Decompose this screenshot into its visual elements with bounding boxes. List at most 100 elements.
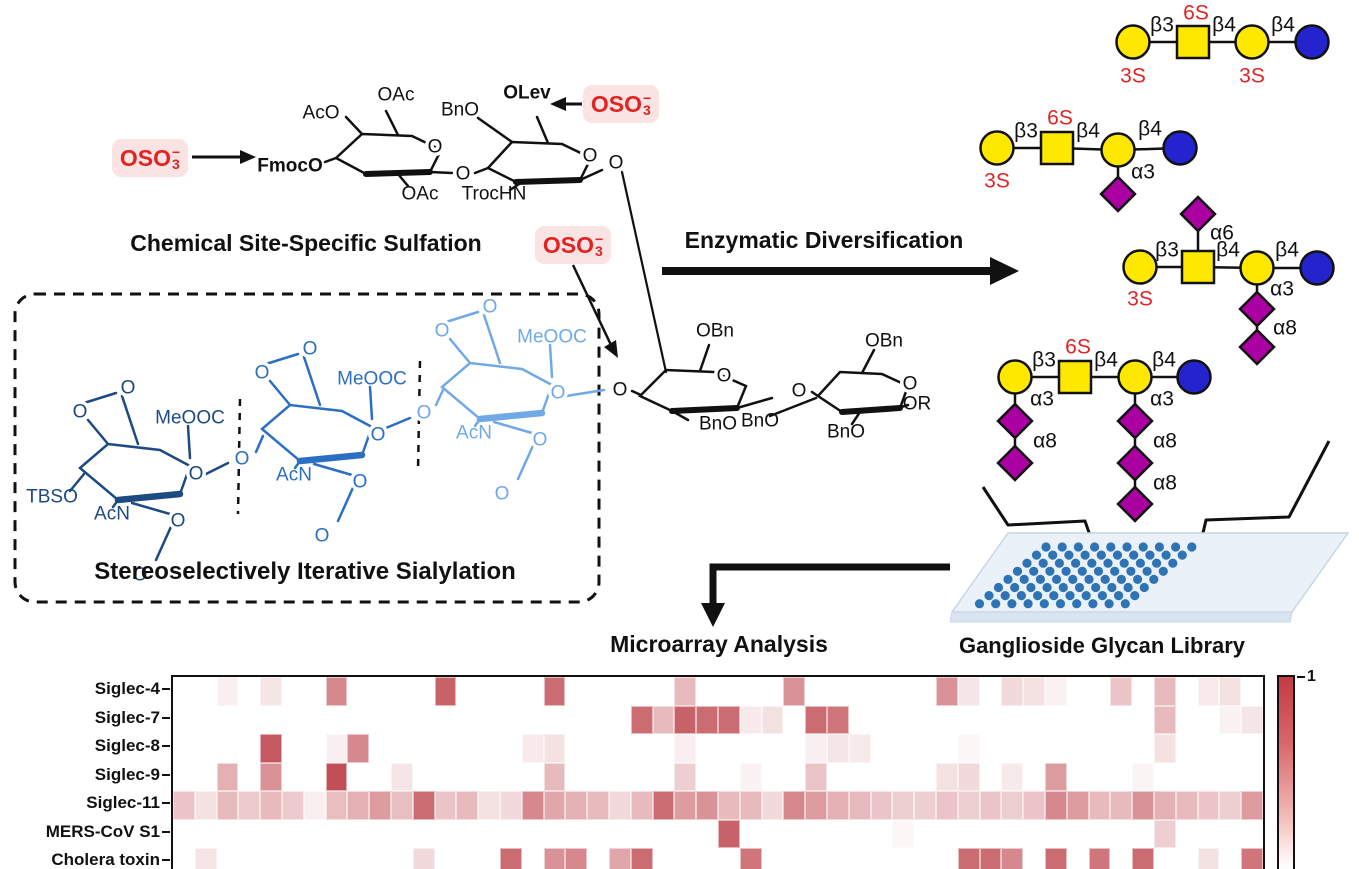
- heatmap-cell: [1044, 819, 1067, 848]
- chem-label-bno1: BnO: [699, 414, 737, 435]
- heatmap-cell: [434, 734, 457, 763]
- heatmap-cell: [216, 734, 239, 763]
- heatmap-cell: [674, 705, 697, 734]
- chip-dot: [1055, 599, 1066, 609]
- heatmap-cell: [478, 734, 500, 763]
- heatmap-cell: [1066, 734, 1089, 763]
- heatmap-cell: [935, 848, 958, 869]
- heatmap-cell: [848, 848, 871, 869]
- heatmap-cell: [1219, 705, 1242, 734]
- heatmap-row-labels: Siglec-4 Siglec-7 Siglec-8 Siglec-9 Siglec-1…: [0, 675, 160, 869]
- heatmap-cell: [892, 677, 915, 706]
- linkage-label: α3: [1270, 278, 1294, 301]
- chem-label-u2-carbonyl-o: O: [303, 339, 318, 360]
- heatmap-cell: [935, 819, 958, 848]
- heatmap-cell: [1175, 848, 1198, 869]
- heatmap-cell: [935, 791, 958, 820]
- heatmap-cell: [347, 677, 370, 706]
- heatmap-cell: [1153, 762, 1176, 791]
- chip-dot: [1042, 582, 1052, 593]
- heatmap-cell: [499, 819, 522, 848]
- heatmap-cell: [1001, 762, 1024, 791]
- heatmap-cell: [587, 705, 609, 734]
- heatmap-cell: [478, 762, 500, 791]
- chip-dot: [1103, 558, 1113, 568]
- heatmap-cell: [848, 819, 871, 848]
- heatmap-cell: [325, 734, 348, 763]
- heatmap-cell: [1132, 819, 1154, 848]
- heatmap-cell: [325, 762, 348, 791]
- heatmap-cell: [216, 762, 239, 791]
- heatmap-cell: [739, 848, 762, 869]
- heatmap-cell: [456, 819, 479, 848]
- chip-dot: [1054, 558, 1064, 568]
- heatmap-cell: [390, 677, 413, 706]
- chem-label-u1-carbonyl2-o: O: [133, 565, 148, 586]
- chip-dot: [1041, 542, 1051, 552]
- heatmap-cell: [412, 734, 435, 763]
- heatmap-cell: [761, 762, 784, 791]
- linkage-label: α8: [1033, 430, 1057, 453]
- heatmap-cell: [1219, 734, 1242, 763]
- heatmap-cell: [826, 819, 849, 848]
- heatmap-cell: [674, 734, 697, 763]
- heatmap-cell: [1066, 819, 1089, 848]
- glycan-node-circle: [1176, 359, 1212, 395]
- linkage-label: α3: [1131, 161, 1155, 184]
- heatmap-cell: [281, 791, 304, 820]
- heatmap-cell: [608, 819, 631, 848]
- glycan-node-circle: [997, 359, 1033, 395]
- heatmap-cell: [1088, 791, 1111, 820]
- sulfation-label: 6S: [1183, 2, 1209, 25]
- heatmap-cell: [1001, 705, 1024, 734]
- sulfation-arrow-left: [192, 150, 256, 164]
- heatmap-cell: [979, 791, 1002, 820]
- heatmap-cell: [761, 734, 784, 763]
- heatmap-cell: [565, 705, 588, 734]
- heatmap-cell: [260, 734, 282, 763]
- heatmap-cell: [783, 734, 806, 763]
- heatmap-cell: [173, 848, 195, 869]
- heatmap-cell: [1132, 848, 1154, 869]
- heatmap-cell: [1066, 762, 1089, 791]
- heatmap-cell: [652, 762, 675, 791]
- heatmap-cell: [478, 819, 500, 848]
- heatmap-cell: [412, 677, 435, 706]
- heatmap-cell: [1023, 677, 1045, 706]
- chip-dot-grid: [974, 542, 1197, 609]
- heatmap-cell: [260, 677, 282, 706]
- heatmap-cell: [1001, 791, 1024, 820]
- heatmap-cell: [652, 734, 675, 763]
- heatmap-row-tick: [162, 688, 170, 691]
- heatmap-cell: [521, 819, 544, 848]
- chip-dot: [991, 599, 1001, 609]
- heatmap-cell: [303, 705, 326, 734]
- chem-label-oac-bottom: OAc: [402, 184, 439, 205]
- heatmap-cell: [303, 791, 326, 820]
- sulfate-badge-mid: OSO −3: [535, 226, 611, 264]
- sulfate-sub: 3: [594, 243, 603, 259]
- linkage-label: α8: [1153, 472, 1177, 495]
- chem-label-ring-o-c: O: [717, 366, 732, 387]
- heatmap-cell: [1044, 677, 1067, 706]
- chip-dot: [1142, 566, 1152, 576]
- heatmap-cell: [717, 819, 740, 848]
- heatmap-cell: [630, 734, 653, 763]
- heatmap-cell: [499, 734, 522, 763]
- sulfate-base: OSO: [119, 144, 171, 171]
- heatmap-cell: [347, 734, 370, 763]
- heatmap-cell: [826, 791, 849, 820]
- heatmap-cell: [979, 705, 1002, 734]
- heatmap-row-tick: [162, 830, 170, 833]
- chip-dot: [1031, 550, 1042, 560]
- chip-dot: [1077, 566, 1087, 576]
- heatmap-cell: [826, 762, 849, 791]
- heatmap-cell: [238, 819, 261, 848]
- heatmap-cell: [892, 734, 915, 763]
- heatmap-cell: [412, 848, 435, 869]
- sulfation-label: 3S: [1239, 65, 1265, 88]
- heatmap-row-tick: [162, 773, 170, 776]
- sulfation-label: 3S: [1127, 288, 1153, 311]
- heatmap-row-tick: [162, 859, 170, 862]
